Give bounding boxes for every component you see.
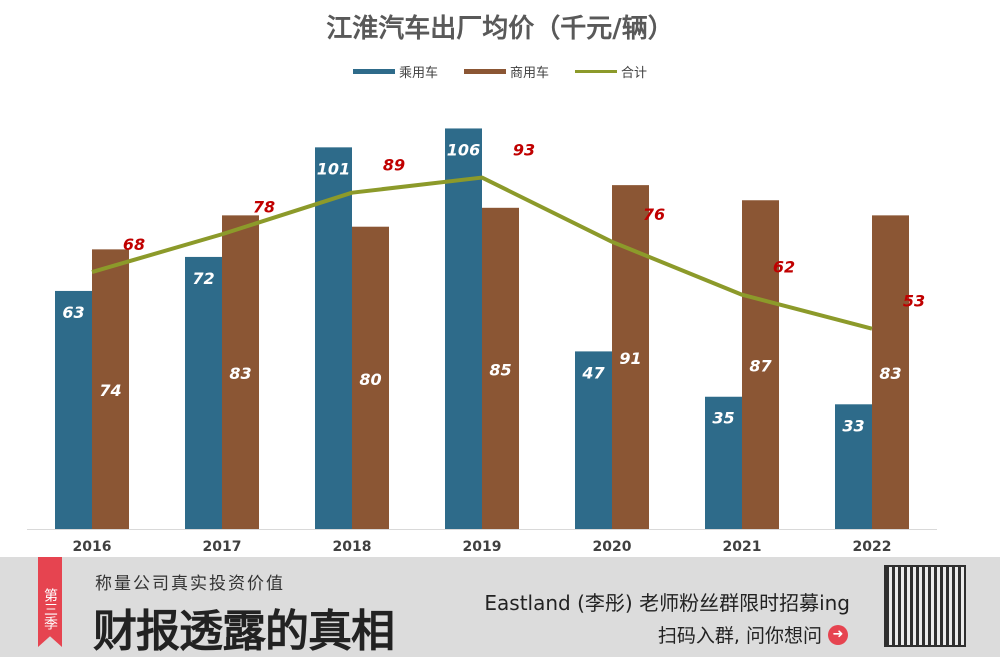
bar-data-label: 91 xyxy=(619,349,641,368)
banner-title: 财报透露的真相 xyxy=(93,595,394,659)
arrow-right-circle-icon: ➜ xyxy=(828,625,848,645)
line-data-label: 68 xyxy=(123,235,145,254)
line-data-label: 76 xyxy=(643,205,665,224)
bar-data-label: 35 xyxy=(712,409,734,428)
bar-data-label: 83 xyxy=(879,364,901,383)
bar-data-label: 72 xyxy=(192,269,214,288)
chart-plot: 2016 63 74 2017 72 83 2018 101 80 2019 106 85 2020 47… xyxy=(0,0,1000,557)
line-data-label: 62 xyxy=(773,258,795,277)
x-tick-label: 2022 xyxy=(853,539,892,555)
bar-乘用车 xyxy=(55,291,92,529)
bar-data-label: 80 xyxy=(359,370,381,389)
bar-乘用车 xyxy=(185,257,222,529)
bar-data-label: 87 xyxy=(749,357,772,376)
line-data-label: 89 xyxy=(383,156,405,175)
cta-text: 扫码入群, 问你想问 xyxy=(658,621,822,648)
banner-subtitle: 称量公司真实投资价值 xyxy=(95,569,285,594)
x-tick-label: 2021 xyxy=(723,539,762,555)
x-tick-label: 2018 xyxy=(333,539,372,555)
bar-data-label: 101 xyxy=(317,159,350,178)
x-tick-label: 2017 xyxy=(203,539,242,555)
bar-乘用车 xyxy=(445,128,482,529)
bar-data-label: 74 xyxy=(99,381,121,400)
qr-code xyxy=(886,567,964,645)
line-data-label: 78 xyxy=(253,197,275,216)
line-data-label: 53 xyxy=(903,292,925,311)
x-tick-label: 2019 xyxy=(463,539,502,555)
cta[interactable]: 扫码入群, 问你想问 ➜ xyxy=(658,621,848,648)
bar-data-label: 106 xyxy=(447,140,480,159)
x-tick-label: 2016 xyxy=(73,539,112,555)
bar-data-label: 47 xyxy=(581,363,605,382)
bar-data-label: 33 xyxy=(842,416,864,435)
bar-data-label: 63 xyxy=(62,303,84,322)
promo-text: Eastland (李彤) 老师粉丝群限时招募ing xyxy=(484,587,850,616)
bar-data-label: 83 xyxy=(229,364,251,383)
x-tick-label: 2020 xyxy=(593,539,632,555)
bar-data-label: 85 xyxy=(489,360,511,379)
line-data-label: 93 xyxy=(513,141,535,160)
promo-banner[interactable]: 第三季 称量公司真实投资价值 财报透露的真相 Eastland (李彤) 老师粉… xyxy=(0,557,1000,657)
season-ribbon: 第三季 xyxy=(38,557,62,647)
